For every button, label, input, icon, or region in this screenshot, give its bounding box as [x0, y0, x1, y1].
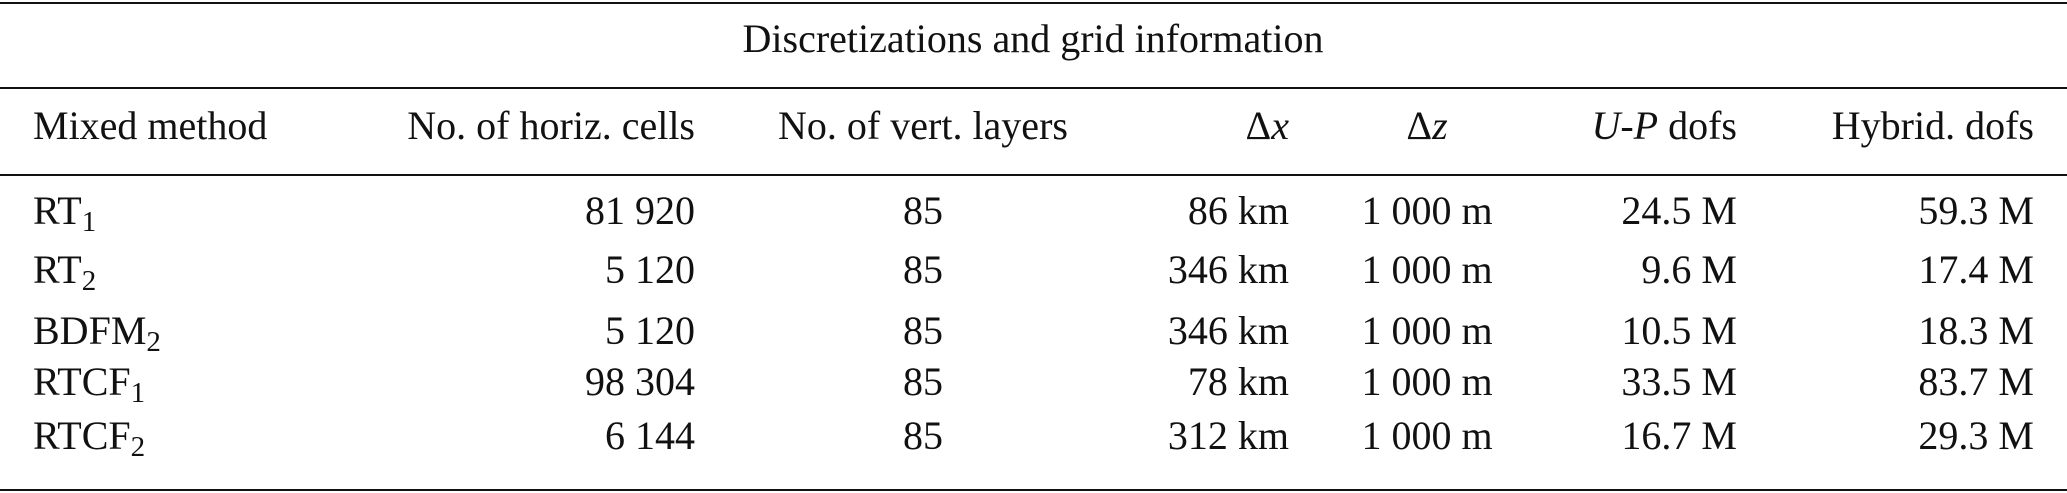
- table-cell: 83.7 M: [1918, 359, 2034, 404]
- column-header: Hybrid. dofs: [1832, 103, 2034, 148]
- column-header: U-P dofs: [1591, 103, 1737, 148]
- table-cell: 10.5 M: [1621, 308, 1737, 353]
- table-cell: 1 000 m: [1361, 413, 1492, 458]
- table-cell: 346 km: [1168, 247, 1289, 292]
- method-subscript: 2: [131, 431, 146, 463]
- table-cell: 5 120: [605, 247, 695, 292]
- method-name: BDFM2: [33, 308, 161, 357]
- table-cell: 6 144: [605, 413, 695, 458]
- table-title: Discretizations and grid information: [743, 16, 1324, 61]
- table-cell: 98 304: [585, 359, 695, 404]
- method-base: RT: [33, 188, 82, 233]
- table-cell: 312 km: [1168, 413, 1289, 458]
- method-name: RTCF2: [33, 413, 145, 462]
- table-cell: 85: [903, 413, 943, 458]
- header-segment: Δ: [1406, 103, 1432, 148]
- method-name: RTCF1: [33, 359, 145, 408]
- table-cell: 85: [903, 188, 943, 233]
- table-cell: 33.5 M: [1621, 359, 1737, 404]
- table-cell: 78 km: [1188, 359, 1289, 404]
- column-header: No. of vert. layers: [778, 103, 1068, 148]
- header-segment: dofs: [1658, 103, 1737, 148]
- method-subscript: 1: [131, 377, 146, 409]
- header-segment: x: [1270, 103, 1289, 148]
- table-cell: 24.5 M: [1621, 188, 1737, 233]
- column-header: No. of horiz. cells: [407, 103, 695, 148]
- method-subscript: 2: [82, 265, 97, 297]
- table-cell: 18.3 M: [1918, 308, 2034, 353]
- table-cell: 5 120: [605, 308, 695, 353]
- table-cell: 85: [903, 359, 943, 404]
- table-cell: 1 000 m: [1361, 247, 1492, 292]
- header-segment: z: [1431, 103, 1448, 148]
- table-cell: 346 km: [1168, 308, 1289, 353]
- column-header: Δx: [1246, 103, 1290, 148]
- method-name: RT1: [33, 188, 96, 237]
- method-subscript: 1: [82, 206, 97, 238]
- table-cell: 16.7 M: [1621, 413, 1737, 458]
- table-cell: 1 000 m: [1361, 188, 1492, 233]
- table-cell: 1 000 m: [1361, 308, 1492, 353]
- table-cell: 29.3 M: [1918, 413, 2034, 458]
- method-base: RTCF: [33, 413, 131, 458]
- table-cell: 81 920: [585, 188, 695, 233]
- method-name: RT2: [33, 247, 96, 296]
- table-cell: 1 000 m: [1361, 359, 1492, 404]
- method-subscript: 2: [146, 326, 161, 358]
- table-cell: 17.4 M: [1918, 247, 2034, 292]
- header-segment: -: [1620, 103, 1633, 148]
- header-segment: U: [1591, 103, 1623, 148]
- header-segment: Δ: [1246, 103, 1272, 148]
- method-base: BDFM: [33, 308, 146, 353]
- header-segment: P: [1633, 103, 1658, 148]
- table-cell: 59.3 M: [1918, 188, 2034, 233]
- method-base: RT: [33, 247, 82, 292]
- column-header: Mixed method: [33, 103, 267, 148]
- method-base: RTCF: [33, 359, 131, 404]
- table-cell: 9.6 M: [1641, 247, 1737, 292]
- table-cell: 85: [903, 308, 943, 353]
- column-header: Δz: [1406, 103, 1448, 148]
- table-cell: 85: [903, 247, 943, 292]
- table-cell: 86 km: [1188, 188, 1289, 233]
